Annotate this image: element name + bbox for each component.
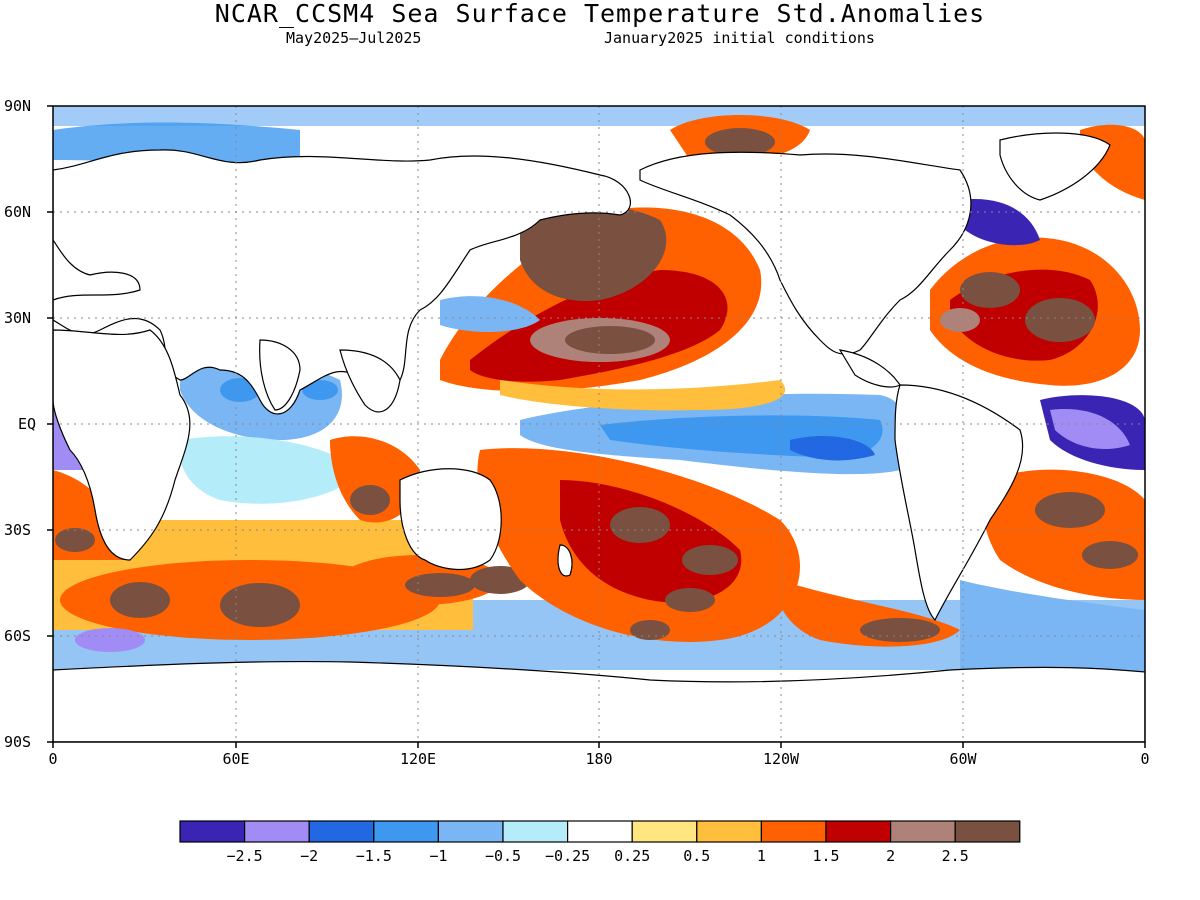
lon-label-0: 0 xyxy=(48,750,57,768)
lat-label-60s: 60S xyxy=(4,627,31,645)
colorbar-label: −2.5 xyxy=(227,847,263,865)
colorbar-swatch xyxy=(760,820,827,843)
lat-label-90s: 90S xyxy=(4,733,31,751)
colorbar-swatch xyxy=(502,820,569,843)
lat-label-30s: 30S xyxy=(4,521,31,539)
colorbar-label: 1.5 xyxy=(812,847,839,865)
lon-label-120e: 120E xyxy=(400,750,436,768)
colorbar-legend: −2.5 −2 −1.5 −1 −0.5 −0.25 0.25 0.5 1 1.5 2 2.5 xyxy=(179,820,1021,865)
coastlines xyxy=(53,132,1145,742)
colorbar-swatch xyxy=(437,820,504,843)
colorbar-label: −0.25 xyxy=(545,847,590,865)
colorbar-label: −1 xyxy=(429,847,447,865)
colorbar-label: −0.5 xyxy=(485,847,521,865)
colorbar-swatch xyxy=(954,820,1021,843)
colorbar-label: 2 xyxy=(886,847,895,865)
lon-label-60e: 60E xyxy=(222,750,249,768)
lon-label-60w: 60W xyxy=(949,750,977,768)
initial-conditions: January2025 initial conditions xyxy=(604,29,875,47)
colorbar-label: 2.5 xyxy=(942,847,969,865)
lon-label-180: 180 xyxy=(585,750,612,768)
colorbar-label: 0.25 xyxy=(614,847,650,865)
colorbar-swatch xyxy=(631,820,698,843)
colorbar-swatch xyxy=(308,820,375,843)
tick-marks xyxy=(47,105,1146,748)
colorbar-swatch xyxy=(889,820,956,843)
colorbar-label: −2 xyxy=(300,847,318,865)
map-title: NCAR_CCSM4 Sea Surface Temperature Std.A… xyxy=(214,0,986,28)
lat-label-30n: 30N xyxy=(4,309,31,327)
colorbar-swatch xyxy=(825,820,892,843)
colorbar-label: 1 xyxy=(757,847,766,865)
colorbar-swatch xyxy=(696,820,762,843)
colorbar-swatch xyxy=(373,820,439,843)
lon-label-0-east: 0 xyxy=(1140,750,1149,768)
colorbar-label: −1.5 xyxy=(356,847,392,865)
lat-label-eq: EQ xyxy=(18,415,36,433)
lat-label-90n: 90N xyxy=(4,97,31,115)
colorbar-label: 0.5 xyxy=(683,847,710,865)
colorbar-swatch xyxy=(179,820,246,843)
lon-label-120w: 120W xyxy=(763,750,800,768)
colorbar-swatch xyxy=(566,820,633,843)
colorbar-swatch xyxy=(244,820,310,843)
graticule xyxy=(53,106,1145,742)
lat-label-60n: 60N xyxy=(4,203,31,221)
forecast-period: May2025–Jul2025 xyxy=(286,29,422,47)
